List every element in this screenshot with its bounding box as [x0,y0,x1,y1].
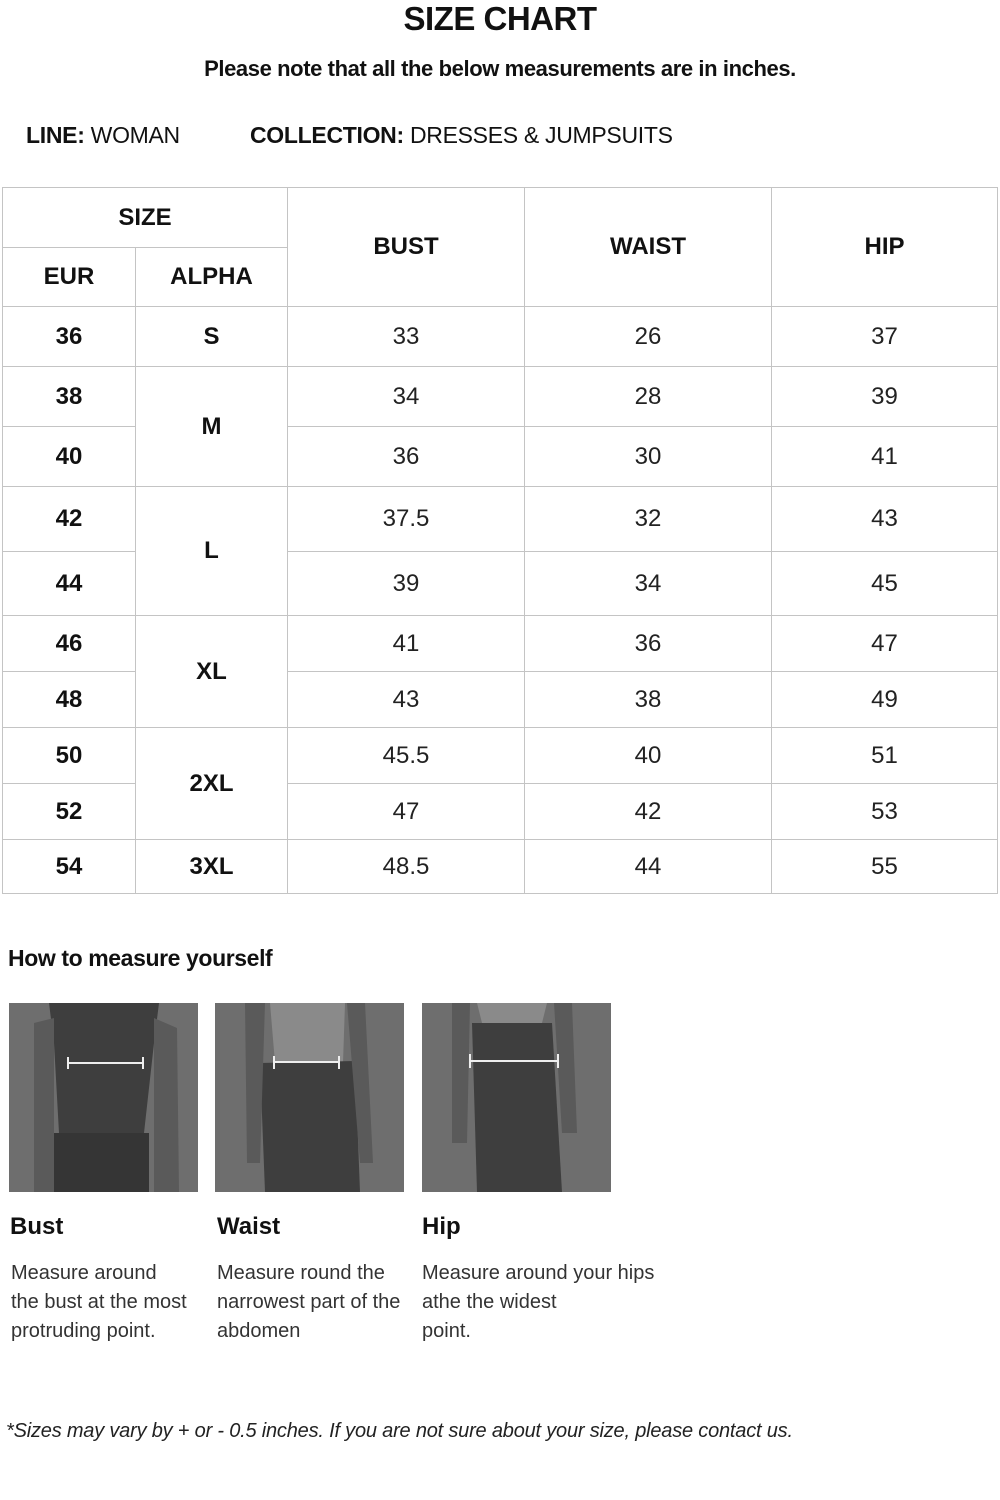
waist-instructions: Measure round the narrowest part of the … [217,1262,401,1342]
hip-cell: 47 [771,615,998,672]
eur-cell: 40 [2,426,136,487]
footer-note: *Sizes may vary by + or - 0.5 inches. If… [6,1420,793,1442]
header-eur: EUR [2,247,136,307]
table-row: 52 47 42 53 [2,783,998,840]
hip-cell: 51 [771,727,998,784]
hip-cell: 43 [771,486,998,552]
hip-cell: 39 [771,366,998,427]
header-size: SIZE [2,187,288,248]
bust-measure-image [9,1003,198,1192]
hip-cell: 55 [771,839,998,894]
table-row: 54 3XL 48.5 44 55 [2,839,998,894]
waist-cell: 32 [524,486,772,552]
hip-instructions: Measure around your hips athe the widest… [422,1262,655,1342]
hip-cell: 53 [771,783,998,840]
collection-value: DRESSES & JUMPSUITS [409,122,673,148]
hip-measure-image [422,1003,611,1192]
waist-label: Waist [217,1213,281,1240]
alpha-cell: L [135,486,288,616]
table-row: 48 43 38 49 [2,671,998,728]
hip-cell: 49 [771,671,998,728]
waist-cell: 44 [524,839,772,894]
bust-cell: 43 [287,671,525,728]
eur-cell: 44 [2,551,136,616]
table-row: 38 M 34 28 39 [2,366,998,487]
waist-cell: 42 [524,783,772,840]
bust-cell: 33 [287,306,525,367]
eur-cell: 38 [2,366,136,427]
header-waist: WAIST [524,187,772,307]
bust-cell: 47 [287,783,525,840]
collection-info: COLLECTION: DRESSES & JUMPSUITS [250,122,673,149]
table-row: 50 2XL 45.5 40 51 [2,727,998,840]
alpha-cell: S [135,306,288,367]
size-table: SIZE BUST WAIST HIP EUR ALPHA 36 S 33 26… [2,187,998,894]
waist-cell: 34 [524,551,772,616]
bust-cell: 41 [287,615,525,672]
eur-cell: 48 [2,671,136,728]
alpha-cell: 2XL [135,727,288,840]
header-hip: HIP [771,187,998,307]
bust-cell: 34 [287,366,525,427]
waist-cell: 38 [524,671,772,728]
bust-label: Bust [10,1213,64,1240]
waist-cell: 30 [524,426,772,487]
line-info: LINE: WOMAN [26,122,180,149]
alpha-cell: M [135,366,288,487]
bust-cell: 37.5 [287,486,525,552]
bust-instructions: Measure around the bust at the most prot… [11,1262,187,1342]
hip-cell: 45 [771,551,998,616]
table-row: 42 L 37.5 32 43 [2,486,998,616]
bust-cell: 48.5 [287,839,525,894]
bust-cell: 36 [287,426,525,487]
units-note: Please note that all the below measureme… [204,56,796,81]
hip-label: Hip [422,1213,461,1240]
eur-cell: 42 [2,486,136,552]
bust-cell: 45.5 [287,727,525,784]
table-row: 46 XL 41 36 47 [2,615,998,728]
waist-cell: 36 [524,615,772,672]
eur-cell: 46 [2,615,136,672]
header-alpha: ALPHA [135,247,288,307]
eur-cell: 52 [2,783,136,840]
table-row: 36 S 33 26 37 [2,306,998,367]
waist-measure-image [215,1003,404,1192]
bust-cell: 39 [287,551,525,616]
collection-label: COLLECTION: [250,122,404,148]
page-title: SIZE CHART [403,0,598,37]
hip-cell: 37 [771,306,998,367]
eur-cell: 36 [2,306,136,367]
how-to-heading: How to measure yourself [8,945,273,971]
eur-cell: 54 [2,839,136,894]
hip-cell: 41 [771,426,998,487]
waist-cell: 26 [524,306,772,367]
line-label: LINE: [26,122,85,148]
alpha-cell: 3XL [135,839,288,894]
line-value: WOMAN [90,122,181,148]
alpha-cell: XL [135,615,288,728]
header-bust: BUST [287,187,525,307]
waist-cell: 28 [524,366,772,427]
waist-cell: 40 [524,727,772,784]
eur-cell: 50 [2,727,136,784]
